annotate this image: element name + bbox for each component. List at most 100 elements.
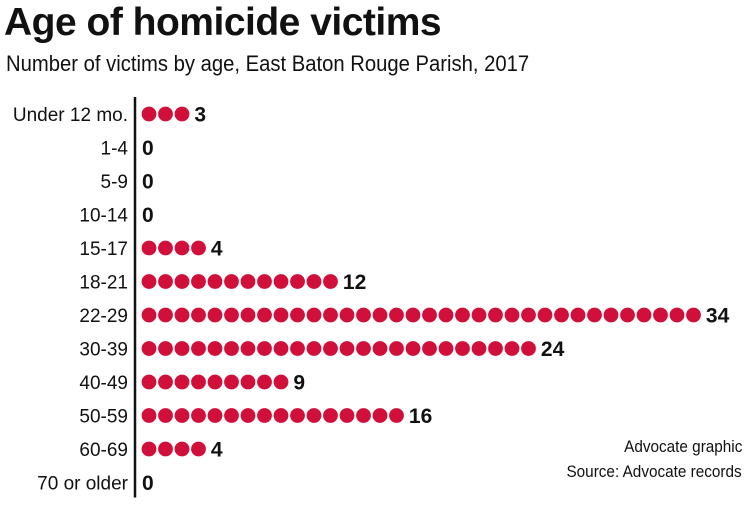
tick-label: 40-49 — [79, 373, 128, 394]
data-label: 16 — [409, 405, 432, 428]
victim-dot — [240, 341, 256, 356]
victim-dot — [438, 341, 454, 356]
victim-dot — [224, 274, 239, 289]
victim-dot — [620, 307, 635, 323]
victim-dot — [405, 341, 421, 356]
data-label: 4 — [211, 238, 223, 261]
data-label: 12 — [343, 271, 366, 294]
victim-dot — [257, 307, 272, 323]
victim-dot — [356, 341, 371, 356]
victim-dot — [554, 307, 569, 323]
tick-label: 70 or older — [37, 474, 129, 495]
chart-subtitle: Number of victims by age, East Baton Rou… — [6, 51, 530, 76]
victim-dot — [422, 307, 437, 323]
victim-dot — [191, 408, 206, 423]
victim-dot — [174, 441, 190, 457]
victim-dot — [191, 240, 206, 256]
victim-dot — [257, 274, 272, 289]
victim-dot — [224, 374, 239, 390]
victim-dot — [224, 307, 239, 323]
victim-dot — [257, 408, 272, 423]
victim-dot — [636, 307, 652, 323]
victim-dot — [207, 307, 223, 323]
victim-dot — [438, 307, 454, 323]
victim-dot — [488, 307, 503, 323]
tick-label: 30-39 — [79, 340, 128, 361]
victim-dot — [653, 307, 668, 323]
victim-dot — [141, 240, 157, 256]
victim-dot — [537, 307, 553, 323]
victim-dot — [455, 341, 470, 356]
victim-dot — [521, 307, 536, 323]
victim-dot — [339, 307, 355, 323]
victim-dot — [141, 274, 157, 289]
victim-dot — [389, 341, 404, 356]
data-label: 0 — [142, 137, 154, 160]
victim-dot — [587, 307, 602, 323]
victim-dot — [686, 307, 701, 323]
victim-dot — [174, 341, 190, 356]
victim-dot — [224, 341, 239, 356]
victim-dot — [306, 408, 322, 423]
victim-dot — [207, 408, 223, 423]
victim-dot — [158, 106, 173, 122]
victim-dot — [290, 341, 305, 356]
data-label: 34 — [706, 305, 730, 328]
victim-dot — [174, 374, 190, 390]
tick-label: 1-4 — [101, 139, 129, 160]
victim-dot — [207, 341, 223, 356]
victim-dot — [273, 274, 289, 289]
tick-label: 10-14 — [79, 206, 128, 227]
victim-dot — [356, 408, 371, 423]
victim-dot — [339, 408, 355, 423]
victim-dot — [422, 341, 437, 356]
victim-dot — [141, 374, 157, 390]
victim-dot — [174, 274, 190, 289]
victim-dot — [273, 341, 289, 356]
data-label: 3 — [194, 104, 206, 127]
data-label: 4 — [211, 439, 223, 462]
data-label: 0 — [142, 472, 154, 495]
data-label: 0 — [142, 171, 154, 194]
victim-dot — [240, 408, 256, 423]
victim-dot — [158, 441, 173, 457]
chart-title: Age of homicide victims — [4, 1, 442, 44]
tick-label: 18-21 — [79, 273, 128, 294]
victim-dot — [191, 374, 206, 390]
victim-dot — [158, 341, 173, 356]
victim-dot — [323, 408, 338, 423]
victim-dot — [191, 341, 206, 356]
tick-label: 5-9 — [101, 172, 128, 193]
victim-dot — [158, 274, 173, 289]
victim-dot — [471, 341, 487, 356]
victim-dot — [669, 307, 685, 323]
victim-dot — [570, 307, 586, 323]
victim-dot — [504, 341, 520, 356]
tick-label: 15-17 — [79, 239, 128, 260]
victim-dot — [273, 307, 289, 323]
victim-dot — [290, 307, 305, 323]
victim-dot — [158, 374, 173, 390]
victim-dot — [488, 341, 503, 356]
victim-dot — [224, 408, 239, 423]
victim-dot — [471, 307, 487, 323]
victim-dot — [240, 274, 256, 289]
victim-dot — [191, 307, 206, 323]
victim-dot — [389, 307, 404, 323]
victim-dot — [372, 341, 388, 356]
victim-dot — [372, 307, 388, 323]
victim-dot — [290, 274, 305, 289]
tick-label: 22-29 — [79, 306, 128, 327]
victim-dot — [207, 274, 223, 289]
victim-dot — [158, 307, 173, 323]
credit-text: Advocate graphic — [623, 437, 742, 456]
tick-label: 50-59 — [79, 407, 128, 428]
victim-dot — [389, 408, 404, 423]
victim-dot — [191, 441, 206, 457]
victim-dot — [158, 408, 173, 423]
data-label: 9 — [293, 372, 305, 395]
victim-dot — [174, 307, 190, 323]
victim-dot — [323, 307, 338, 323]
victim-dot — [191, 274, 206, 289]
